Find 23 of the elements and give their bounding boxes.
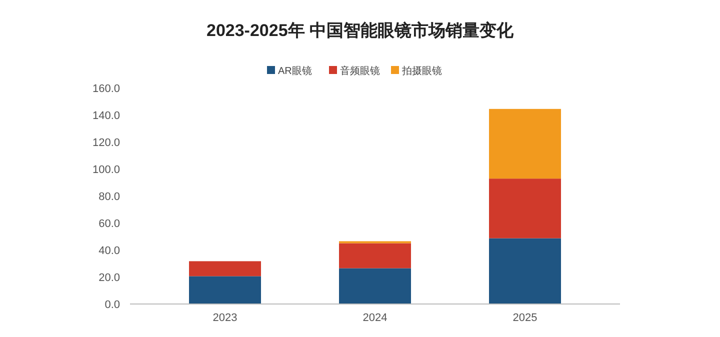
y-tick-label: 40.0 bbox=[98, 244, 120, 257]
bar bbox=[189, 276, 261, 304]
legend-label: 音频眼镜 bbox=[340, 65, 380, 77]
x-tick-label: 2025 bbox=[512, 312, 538, 324]
y-tick-label: 140.0 bbox=[92, 110, 120, 122]
bar bbox=[189, 261, 261, 276]
y-tick-label: 100.0 bbox=[92, 164, 120, 176]
x-tick-label: 2023 bbox=[212, 312, 238, 324]
legend-label: AR眼镜 bbox=[278, 65, 312, 77]
y-tick-label: 60.0 bbox=[98, 218, 120, 230]
bar bbox=[339, 243, 411, 268]
bar bbox=[489, 178, 561, 238]
x-tick-label: 2024 bbox=[362, 312, 388, 324]
chart-title: 2023-2025年 中国智能眼镜市场销量变化 bbox=[206, 21, 515, 40]
y-tick-label: 160.0 bbox=[92, 82, 120, 95]
bar bbox=[489, 108, 561, 179]
bar bbox=[339, 268, 411, 304]
y-tick-label: 80.0 bbox=[98, 190, 120, 203]
y-tick-label: 20.0 bbox=[98, 272, 120, 284]
legend-label: 拍摄眼镜 bbox=[401, 65, 442, 77]
y-tick-label: 120.0 bbox=[92, 136, 120, 149]
y-tick-label: 0.0 bbox=[104, 298, 120, 311]
bar bbox=[489, 238, 561, 304]
